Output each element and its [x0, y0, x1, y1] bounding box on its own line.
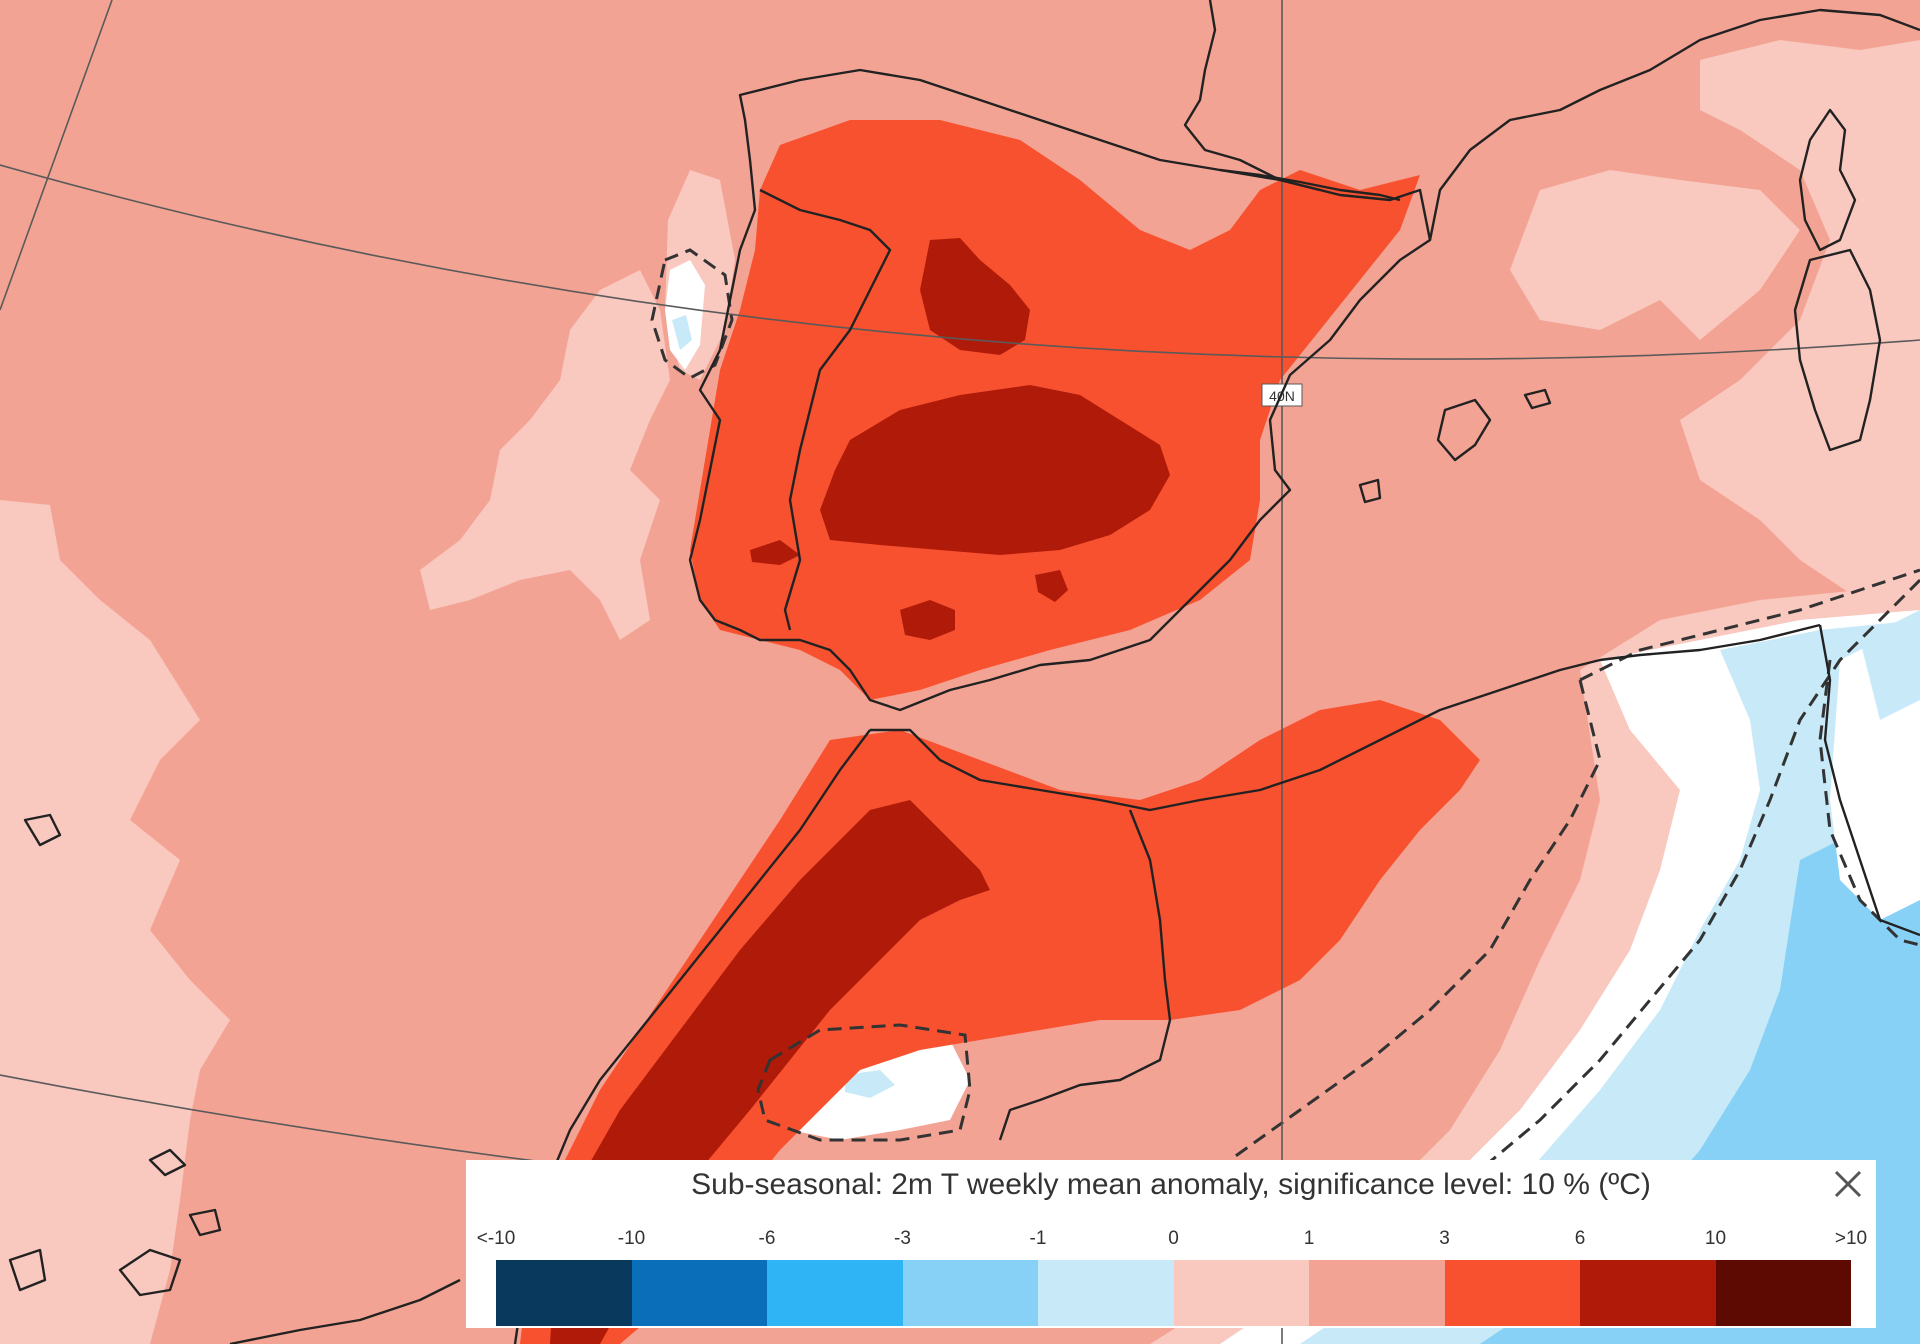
legend-color-segment [1580, 1260, 1716, 1326]
legend-color-segment [1173, 1260, 1309, 1326]
legend-tick-label: -6 [758, 1228, 776, 1249]
legend-color-segment [496, 1260, 632, 1326]
legend-panel: Sub-seasonal: 2m T weekly mean anomaly, … [466, 1160, 1876, 1328]
hot-anomaly-iberia-spot-south [900, 600, 955, 640]
light-anomaly-atlantic-west [0, 500, 230, 1344]
legend-tick-label: 0 [1168, 1228, 1179, 1249]
legend-title: Sub-seasonal: 2m T weekly mean anomaly, … [691, 1168, 1651, 1201]
hot-anomaly-iberia-center [820, 385, 1170, 555]
legend-tick-label: 1 [1303, 1228, 1315, 1249]
pale-blue-anomaly-algeria [845, 1070, 895, 1098]
legend-tick-label: <-10 [476, 1228, 516, 1249]
legend-color-segment [902, 1260, 1038, 1326]
light-anomaly-east-med [1510, 170, 1800, 340]
legend-tick-label: 6 [1574, 1228, 1586, 1249]
legend-tick-label: 3 [1439, 1228, 1450, 1249]
legend-color-bar [496, 1260, 1851, 1326]
pale-blue-anomaly-portugal-coast [672, 315, 692, 350]
legend-tick-label: 10 [1704, 1228, 1727, 1249]
close-icon[interactable] [1830, 1166, 1866, 1202]
hot-anomaly-iberia-spot-east [1035, 570, 1068, 602]
white-anomaly-portugal-coast [665, 260, 705, 370]
legend-color-segment [1309, 1260, 1445, 1326]
svg-text:40N: 40N [1269, 388, 1295, 404]
hot-anomaly-iberia-spot-west [750, 540, 800, 565]
legend-color-segment [631, 1260, 767, 1326]
pale-blue-anomaly-italy-coast [1860, 610, 1920, 720]
legend-color-segment [1715, 1260, 1851, 1326]
light-anomaly-ne-corner [1680, 40, 1920, 620]
legend-tick-label: -3 [894, 1228, 911, 1249]
legend-color-segment [1038, 1260, 1174, 1326]
legend-tick-label: -10 [617, 1228, 646, 1249]
light-anomaly-atlantic-portugal [420, 270, 670, 640]
legend-tick-label: -1 [1029, 1228, 1047, 1249]
coastlines [8, 0, 1920, 1344]
hot-anomaly-iberia-north [920, 238, 1030, 355]
legend-color-segment [1444, 1260, 1580, 1326]
latitude-label: 40N [1261, 383, 1303, 407]
warm-anomaly-north-africa [520, 700, 1480, 1344]
legend-tick-label: >10 [1834, 1228, 1868, 1249]
legend-color-segment [767, 1260, 903, 1326]
significance-contours [650, 248, 1920, 1172]
